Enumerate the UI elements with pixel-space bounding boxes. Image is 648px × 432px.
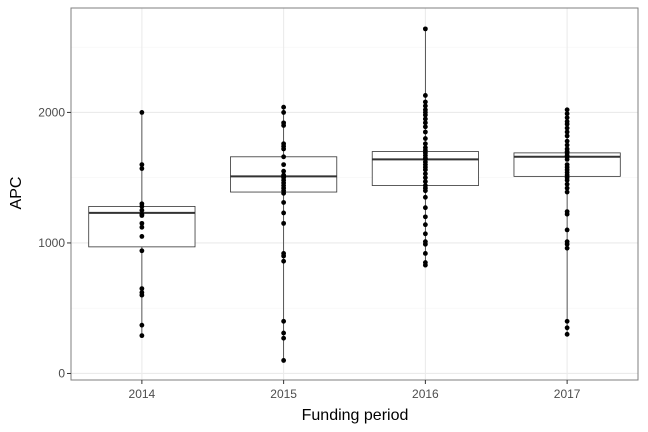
data-point <box>422 124 428 130</box>
data-point <box>564 129 570 135</box>
data-point <box>422 171 428 177</box>
data-point <box>139 234 145 239</box>
data-point <box>422 250 428 256</box>
data-point <box>422 103 428 109</box>
y-tick-label: 1000 <box>38 236 65 250</box>
x-tick-label: 2017 <box>554 387 581 401</box>
data-point <box>564 331 570 337</box>
data-point <box>422 205 428 211</box>
data-point <box>281 110 287 115</box>
x-axis-title: Funding period <box>302 407 409 424</box>
data-point <box>564 245 570 251</box>
data-point <box>281 330 287 336</box>
data-point <box>281 123 287 128</box>
data-point <box>281 162 287 168</box>
data-point <box>281 220 287 226</box>
data-point <box>281 154 287 160</box>
panel-border <box>70 7 639 381</box>
data-point <box>422 214 428 220</box>
data-point <box>139 207 145 213</box>
data-point <box>564 189 570 195</box>
data-point <box>139 110 145 115</box>
y-tick-label: 2000 <box>38 105 65 119</box>
data-point <box>564 107 570 113</box>
data-point <box>422 222 428 228</box>
data-point <box>422 141 428 147</box>
data-point <box>422 129 428 135</box>
data-point <box>281 335 287 341</box>
data-point <box>564 157 570 162</box>
y-tick-label: 0 <box>58 366 65 380</box>
data-point <box>139 166 145 171</box>
data-point <box>564 211 570 217</box>
data-point <box>139 333 145 339</box>
data-point <box>422 112 428 118</box>
data-point <box>564 133 570 139</box>
x-tick-label: 2016 <box>412 387 439 401</box>
box-plots <box>88 28 621 361</box>
data-point <box>422 179 428 185</box>
data-point <box>139 220 145 226</box>
data-point <box>564 125 570 131</box>
data-point <box>281 146 287 152</box>
data-point <box>281 318 287 324</box>
axes: 0 1000 2000 2014 2015 2016 2017 <box>38 105 580 401</box>
data-point <box>564 121 570 127</box>
data-point <box>564 241 570 247</box>
data-point <box>422 188 428 194</box>
data-point <box>564 115 570 121</box>
y-axis-title: APC <box>8 177 25 210</box>
data-point <box>281 168 287 174</box>
data-point <box>564 177 570 183</box>
data-point <box>139 292 145 298</box>
data-point <box>281 200 287 205</box>
data-point <box>139 248 145 254</box>
data-point <box>564 318 570 324</box>
data-point <box>281 253 287 259</box>
data-point <box>422 99 428 105</box>
data-point <box>422 116 428 122</box>
data-point <box>564 142 570 148</box>
data-point <box>564 111 570 117</box>
data-point <box>564 185 570 191</box>
data-point <box>564 325 570 331</box>
x-tick-label: 2014 <box>129 387 156 401</box>
data-point <box>139 204 145 209</box>
data-point <box>422 262 428 268</box>
data-point <box>139 213 145 218</box>
data-point <box>139 224 145 230</box>
data-point <box>564 138 570 144</box>
data-point <box>281 358 287 363</box>
data-point <box>422 175 428 181</box>
data-point <box>564 181 570 187</box>
data-point <box>422 241 428 247</box>
data-point <box>139 162 145 168</box>
data-point <box>422 194 428 200</box>
data-point <box>281 258 287 264</box>
data-point <box>564 227 570 233</box>
data-point <box>281 210 287 216</box>
data-point <box>422 167 428 173</box>
x-tick-label: 2015 <box>270 387 297 401</box>
data-point <box>139 322 145 328</box>
data-point <box>281 190 287 196</box>
data-point <box>422 231 428 237</box>
data-point <box>281 104 287 110</box>
data-point <box>422 136 428 141</box>
data-point <box>422 26 428 32</box>
grid-lines <box>71 8 638 380</box>
data-points <box>139 26 570 363</box>
data-point <box>422 93 428 98</box>
data-point <box>422 120 428 126</box>
data-point <box>139 286 145 292</box>
